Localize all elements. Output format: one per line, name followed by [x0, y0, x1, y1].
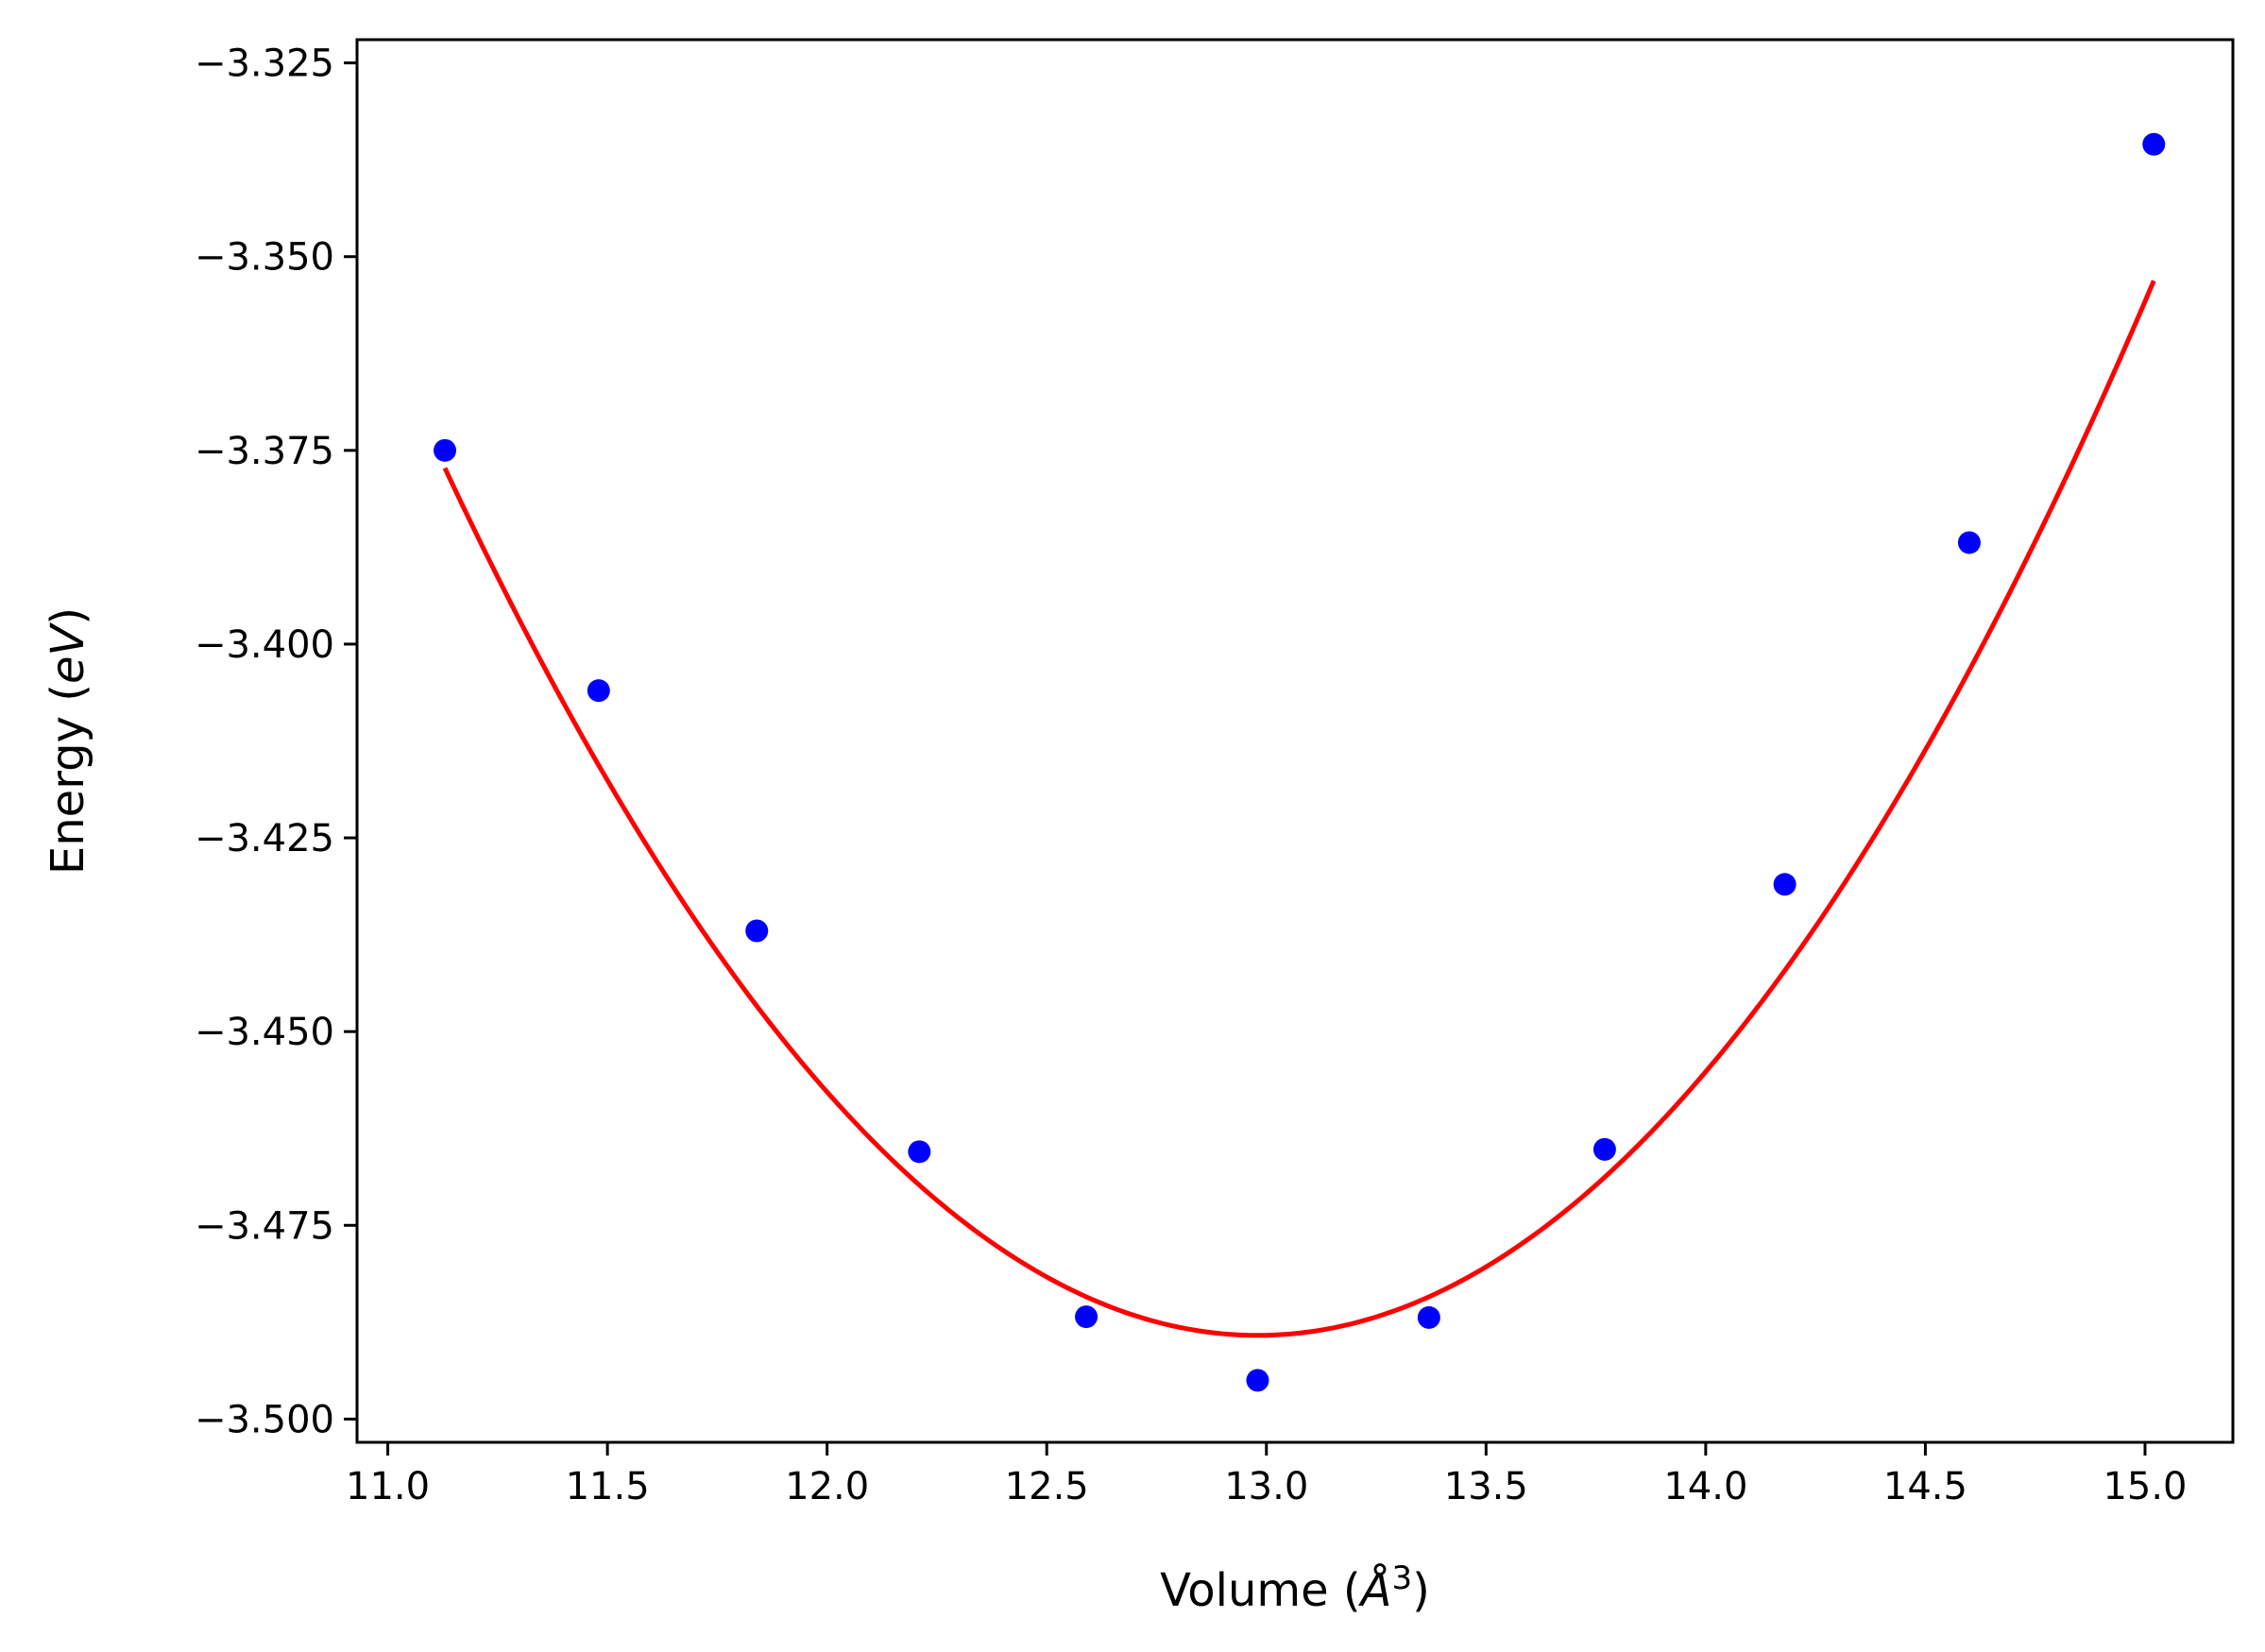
data-point	[434, 438, 457, 462]
y-axis: −3.325 −3.350 −3.375 −3.400 −3.425 −3.450 −3.4…	[195, 43, 357, 1441]
x-tick-label: 12.0	[785, 1465, 869, 1508]
data-point	[908, 1140, 931, 1164]
x-tick-label: 11.5	[566, 1465, 650, 1508]
x-tick-label: 11.0	[346, 1465, 430, 1508]
data-point	[2142, 132, 2166, 156]
x-tick-label: 13.5	[1444, 1465, 1528, 1508]
y-tick-label: −3.350	[195, 236, 334, 280]
data-point	[1246, 1369, 1269, 1392]
x-axis-label-symbol: Å	[1358, 1563, 1392, 1617]
x-tick-label: 15.0	[2103, 1465, 2187, 1508]
x-tick-label: 14.5	[1883, 1465, 1967, 1508]
y-tick-label: −3.325	[195, 43, 334, 86]
data-point	[745, 919, 769, 943]
x-axis-label-prefix: Volume (	[1160, 1564, 1361, 1617]
y-axis-label-prefix: Energy (	[42, 684, 94, 875]
data-point	[1957, 531, 1981, 554]
fit-curve	[442, 280, 2156, 1338]
y-axis-label-suffix: )	[42, 607, 94, 625]
x-tick-label: 12.5	[1005, 1465, 1089, 1508]
y-tick-label: −3.475	[195, 1204, 334, 1248]
data-point	[1592, 1137, 1616, 1161]
x-tick-label: 13.0	[1224, 1465, 1308, 1508]
y-tick-label: −3.400	[195, 623, 334, 667]
x-tick-label: 14.0	[1663, 1465, 1747, 1508]
y-axis-label: Energy (eV)	[42, 607, 94, 875]
x-axis-label-suffix: )	[1412, 1564, 1430, 1617]
x-axis-label: Volume (Å3)	[1160, 1559, 1430, 1617]
x-axis-label-superscript: 3	[1391, 1559, 1412, 1597]
y-tick-label: −3.450	[195, 1011, 334, 1054]
y-tick-label: −3.425	[195, 817, 334, 860]
x-axis: 11.0 11.5 12.0 12.5 13.0 13.5 14.0 14.5 15.0	[346, 1442, 2188, 1508]
y-tick-label: −3.500	[195, 1398, 334, 1441]
data-point	[1773, 873, 1797, 896]
y-axis-label-italic: eV	[42, 622, 94, 685]
data-point	[1075, 1305, 1098, 1329]
plot-area	[434, 132, 2166, 1392]
axes-frame	[355, 38, 2235, 1444]
data-point	[587, 679, 610, 703]
data-point	[1417, 1305, 1440, 1329]
y-tick-label: −3.375	[195, 430, 334, 473]
